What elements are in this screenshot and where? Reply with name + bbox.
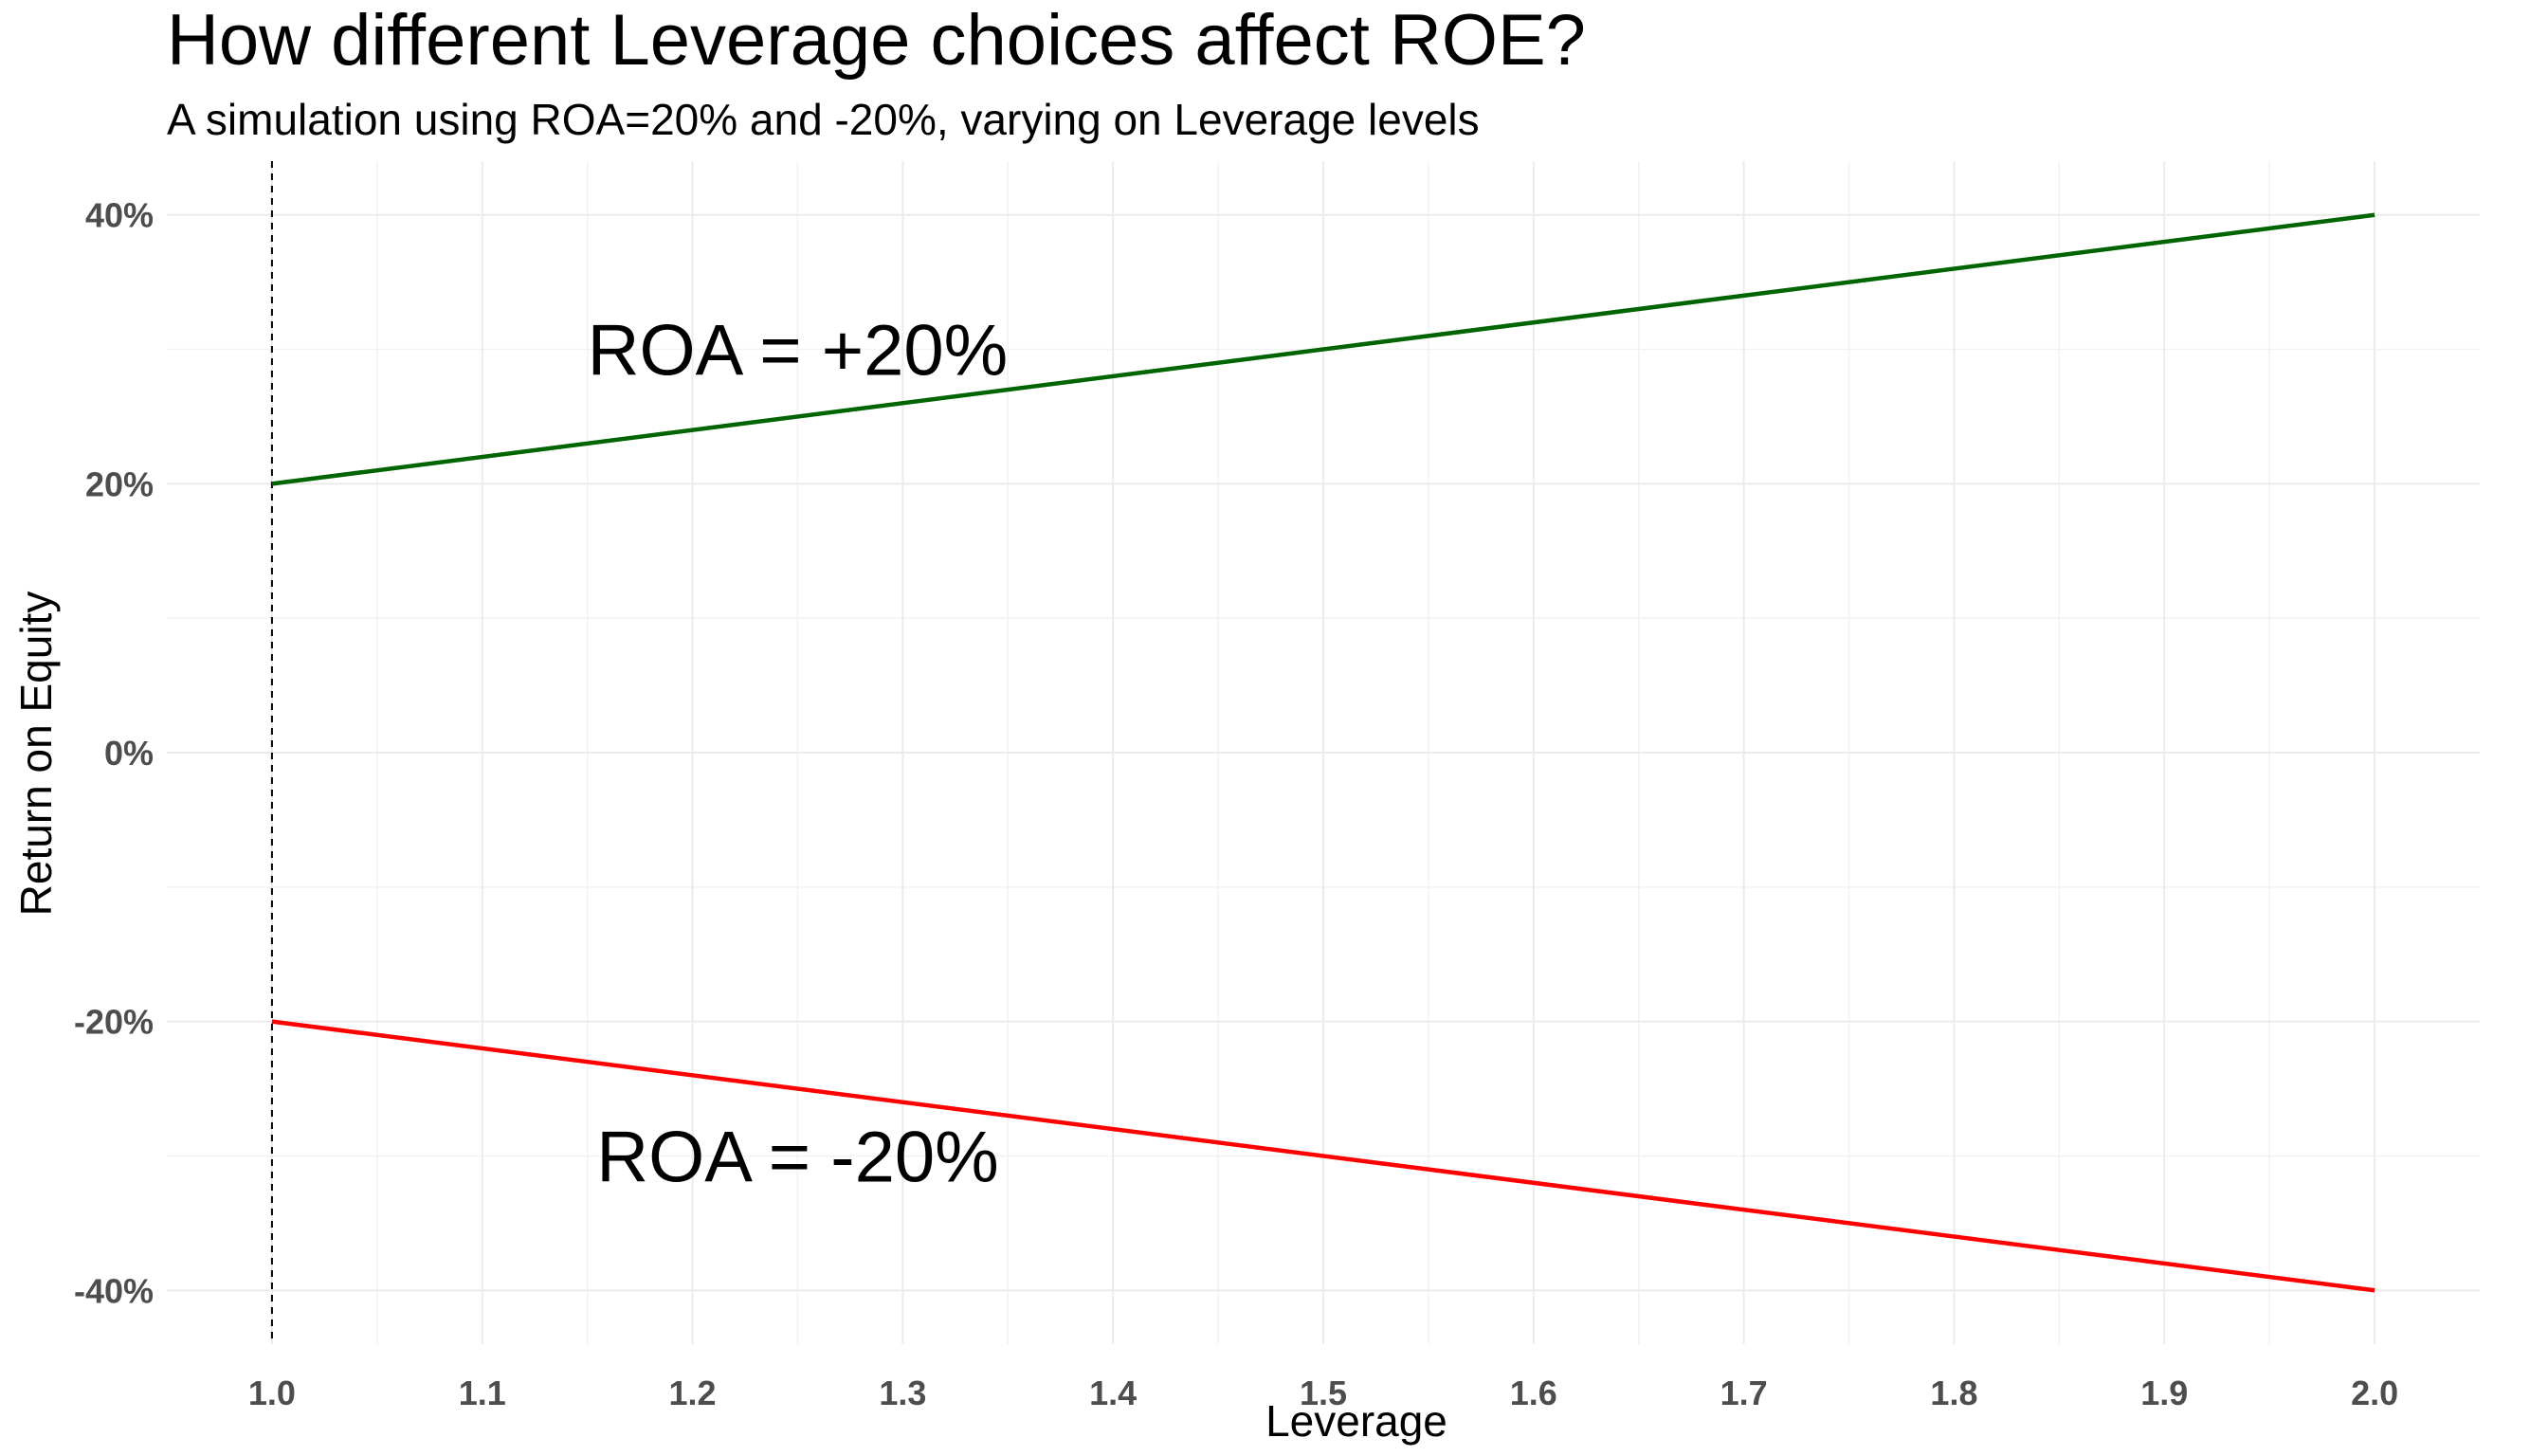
- y-tick-label: 0%: [104, 734, 154, 773]
- x-tick-label: 1.3: [879, 1374, 926, 1412]
- gridlines: [167, 161, 2480, 1344]
- annotations: ROA = +20% ROA = -20%: [588, 311, 1009, 1198]
- x-tick-label: 1.4: [1089, 1374, 1137, 1412]
- x-axis-ticks: 1.0 1.1 1.2 1.3 1.4 1.5 1.6 1.7 1.8 1.9 2.0: [248, 1374, 2398, 1412]
- y-axis-ticks: -40% -20% 0% 20% 40%: [74, 196, 154, 1311]
- chart-subtitle: A simulation using ROA=20% and -20%, var…: [167, 95, 1480, 144]
- y-axis-title: Return on Equity: [11, 592, 61, 917]
- series-annotation: ROA = -20%: [596, 1117, 999, 1197]
- y-tick-label: 40%: [85, 196, 154, 235]
- x-tick-label: 1.5: [1300, 1374, 1347, 1412]
- series-annotation: ROA = +20%: [588, 311, 1009, 391]
- y-tick-label: -20%: [74, 1003, 154, 1042]
- x-tick-label: 1.2: [669, 1374, 717, 1412]
- y-tick-label: 20%: [85, 464, 154, 503]
- x-tick-label: 1.8: [1930, 1374, 1977, 1412]
- x-tick-label: 1.1: [459, 1374, 506, 1412]
- chart-title: How different Leverage choices affect RO…: [167, 0, 1586, 81]
- x-axis-title: Leverage: [1265, 1396, 1447, 1446]
- x-tick-label: 1.9: [2140, 1374, 2188, 1412]
- series-line-1: [271, 212, 2375, 486]
- x-tick-label: 1.0: [248, 1374, 296, 1412]
- series-lines: [271, 212, 2375, 1293]
- y-tick-label: -40%: [74, 1271, 154, 1310]
- x-tick-label: 1.7: [1720, 1374, 1768, 1412]
- x-tick-label: 2.0: [2351, 1374, 2398, 1412]
- series-line-2: [271, 1019, 2375, 1293]
- x-tick-label: 1.6: [1510, 1374, 1557, 1412]
